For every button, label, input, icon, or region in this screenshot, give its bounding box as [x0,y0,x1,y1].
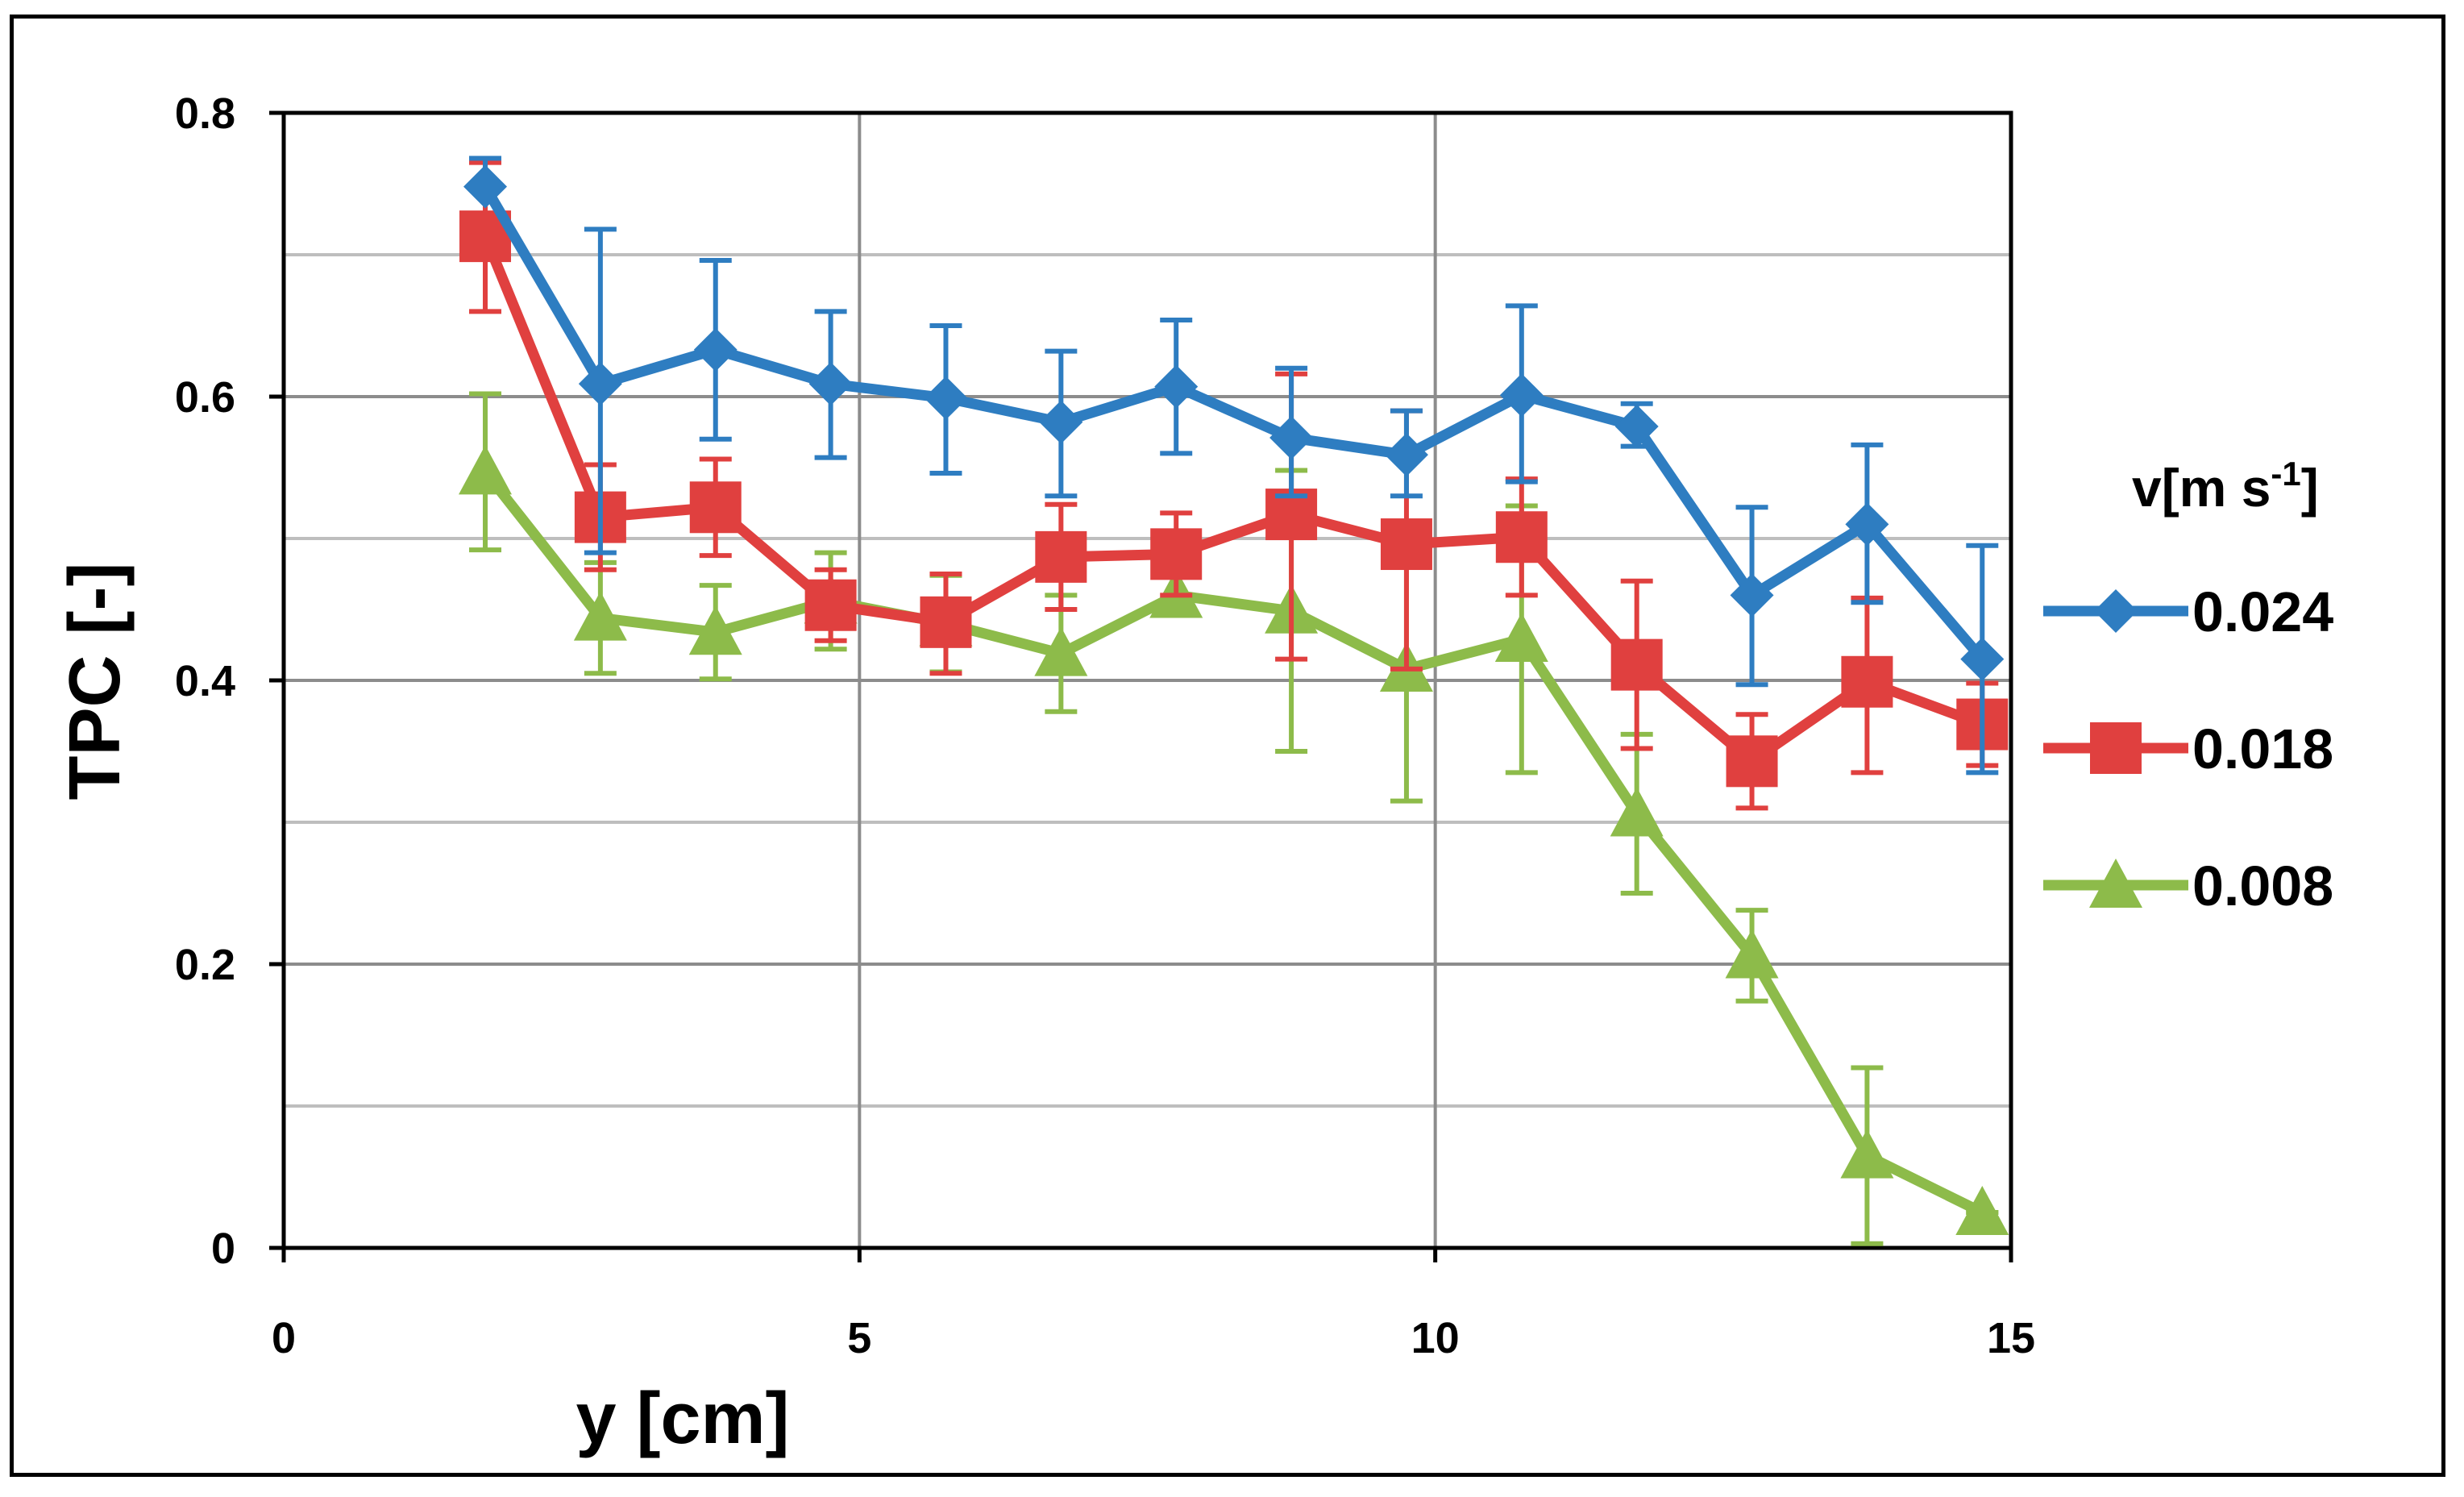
data-point [1614,404,1659,448]
data-point [920,596,972,648]
legend-marker [2094,589,2138,633]
series-0.018 [459,160,2009,811]
data-point [1610,787,1664,837]
x-tick-label: 10 [1411,1314,1460,1362]
legend-label: 0.018 [2192,717,2333,780]
legend-item-0.024: 0.024 [2043,580,2333,643]
y-tick-label: 0.6 [175,373,235,422]
data-series [459,156,2009,1246]
data-point [578,362,622,406]
data-point [573,591,627,641]
data-point [1610,638,1663,691]
series-0.024 [463,156,2005,776]
axis-ticks: 0 0.2 0.4 0.6 0.8 0 5 10 15 [175,89,2035,1362]
x-tick-label: 5 [847,1314,871,1362]
legend-title-end: ] [2301,458,2319,518]
data-point [689,481,742,534]
legend-item-0.018: 0.018 [2043,717,2333,780]
data-point [1495,511,1548,563]
data-point [1034,626,1088,676]
data-point [1841,655,1893,708]
data-point [1955,1186,2009,1236]
data-point [1035,530,1087,583]
x-tick-label: 15 [1987,1314,2035,1362]
data-point [1384,433,1428,477]
data-point [1725,929,1779,979]
data-point [804,579,857,631]
legend-marker [2090,722,2142,774]
series-line [480,184,1987,663]
x-axis-title: y [cm] [575,1378,789,1459]
data-point [693,327,738,372]
legend-label: 0.024 [2192,580,2333,643]
legend-item-0.008: 0.008 [2043,855,2333,917]
data-point [924,376,968,420]
data-point [1726,735,1778,788]
data-point [463,164,508,209]
data-point [1960,637,2005,681]
legend-title-main: v[m s [2132,458,2271,518]
data-point [1494,612,1548,663]
legend-title: v[m s-1] [2132,455,2319,518]
legend-marker [2089,859,2142,909]
chart-frame [10,15,2445,1477]
data-point [1380,518,1432,571]
x-tick-label: 0 [272,1314,296,1362]
data-point [1499,373,1544,418]
data-point [808,362,853,406]
data-point [1039,400,1083,444]
data-point [1840,1129,1894,1179]
y-tick-label: 0 [211,1225,235,1273]
data-point [1269,416,1314,460]
y-axis-title: TPC [-] [55,563,135,800]
data-point [1154,364,1199,409]
data-point [459,445,513,495]
y-tick-label: 0.2 [175,941,235,989]
y-tick-label: 0.4 [175,657,235,705]
data-point [1845,502,1889,547]
y-tick-label: 0.8 [175,89,235,138]
legend-label: 0.008 [2192,855,2333,917]
series-line [480,468,1985,1217]
legend-title-superscript: -1 [2271,455,2300,493]
data-point [1150,528,1203,580]
legend: 0.024 0.018 0.008 [2043,580,2333,917]
data-point [1730,573,1774,618]
data-point [688,605,742,655]
